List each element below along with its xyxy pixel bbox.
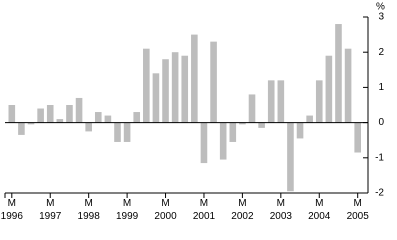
bar [210,41,217,123]
bar [8,105,16,123]
bar [104,115,112,123]
x-tick-label: M 2001 [193,198,216,222]
y-tick-label: 0 [378,117,384,128]
bar [27,122,35,125]
x-tick-label: M 2004 [308,198,331,222]
x-tick-label: M 2000 [154,198,177,222]
bar [123,122,131,142]
bar [315,80,323,123]
x-tick-label: M 1999 [116,198,139,222]
bar [18,122,25,135]
x-tick-label: M 2002 [231,198,254,222]
bar [229,122,237,142]
y-tick-label: 1 [378,82,384,93]
chart: % M 1996 M 1997 M 1998 M 1999 M 2000 M 2001 M 2002 M 20… [1,2,385,222]
y-axis-label: % [376,2,385,13]
bar [171,52,179,123]
bar [46,105,54,123]
bar [56,119,64,123]
bar [306,115,313,123]
bar [335,24,342,123]
bar [37,108,44,123]
y-tick-label: 3 [378,12,384,23]
bar [143,48,150,123]
bar [133,112,141,123]
bar [66,105,73,123]
x-tick-label: M 1998 [78,198,101,222]
bar [219,122,227,160]
x-tick-label: M 1996 [1,198,24,222]
bar [162,59,169,123]
bar [325,55,333,123]
bar [344,48,352,123]
bar [277,80,285,123]
y-tick-label: -1 [375,152,384,163]
bar [152,73,160,123]
bar [239,122,246,125]
bar [181,55,189,123]
x-tick-label: M 2003 [270,198,293,222]
bar [200,122,208,164]
bar [296,122,304,139]
x-tick-label: M 1997 [39,198,62,222]
bar [191,34,198,123]
bar [267,80,275,123]
y-tick-label: 2 [378,47,384,58]
bar [114,122,121,142]
bar [354,122,361,153]
bar [248,94,256,123]
bar [75,97,83,123]
y-tick-label: -2 [375,188,384,199]
x-tick-label: M 2005 [347,198,370,222]
bar [287,122,294,192]
bar [94,112,102,123]
bar [258,122,265,128]
bar [85,122,92,132]
